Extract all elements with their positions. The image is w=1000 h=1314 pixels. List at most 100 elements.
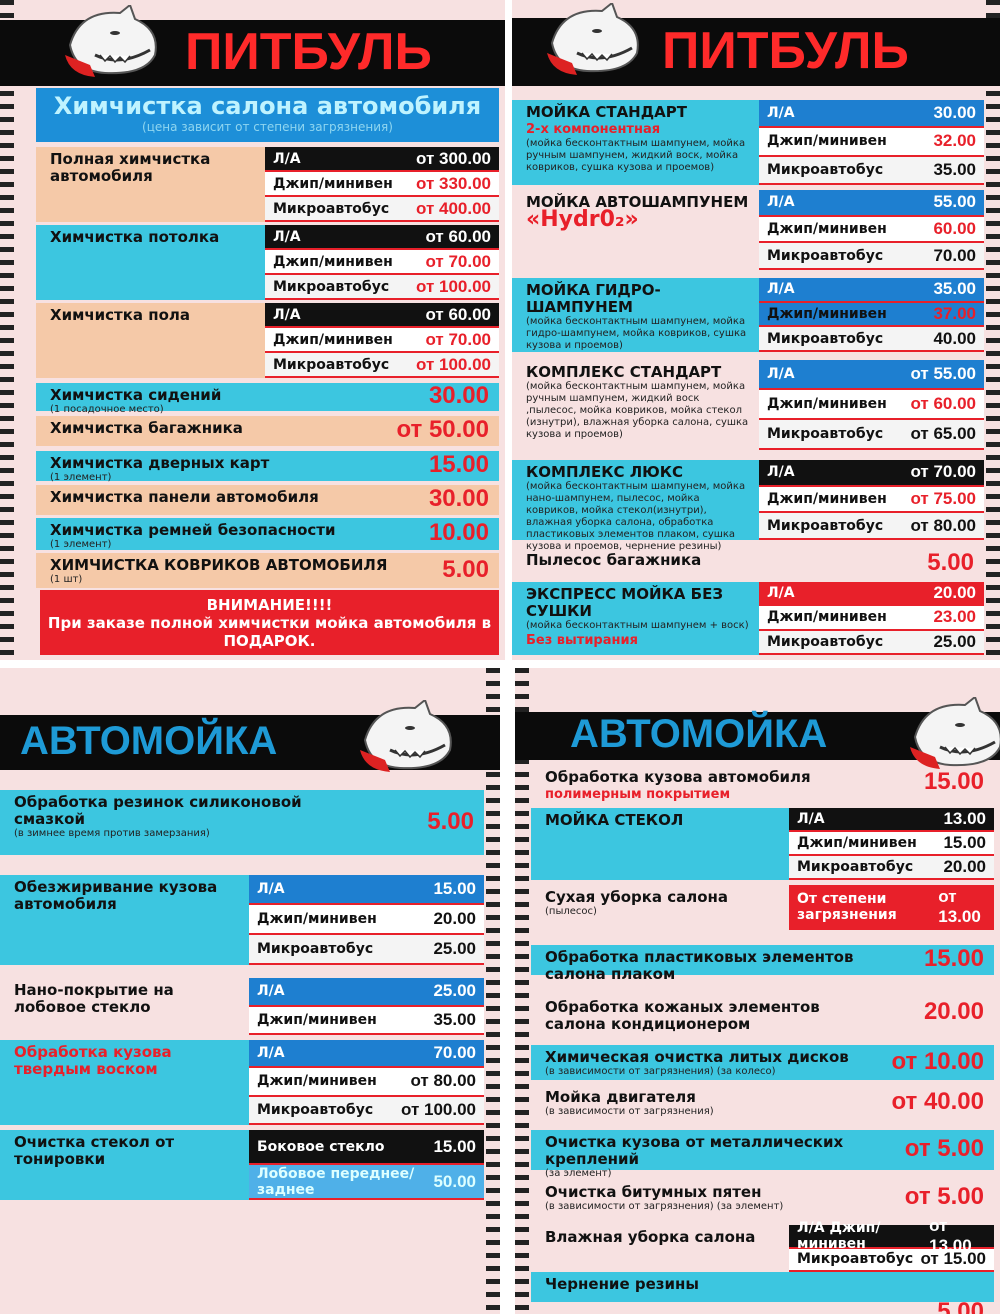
price-value: от 70.00: [425, 251, 491, 271]
service-name: Очистка битумных пятен: [545, 1183, 762, 1201]
price-value: 25.00: [433, 981, 476, 1001]
price-category: Микроавтобус: [767, 247, 884, 264]
service-name: Обработка кузова автомобиля: [545, 768, 811, 786]
section-note: (цена зависит от степени загрязнения): [142, 120, 393, 134]
price-value: от 70.00: [910, 462, 976, 482]
price-row: Микроавтобус от 65.00: [759, 420, 984, 450]
service-name: Химчистка багажника: [50, 419, 243, 437]
service-name: Обезжиривание кузова автомобиля: [14, 878, 218, 913]
service-name: ХИМЧИСТКА КОВРИКОВ АВТОМОБИЛЯ: [50, 556, 388, 574]
service-name: Химическая очистка литых дисков: [545, 1048, 849, 1066]
price-row: От степени загрязнения от 13.00: [789, 885, 994, 930]
notice-title: ВНИМАНИЕ!!!!: [206, 596, 333, 614]
service-name-block: Пылесос багажника: [526, 552, 701, 569]
price-value: от 55.00: [910, 364, 976, 383]
price-row: Л/А от 300.00: [265, 147, 499, 172]
price: от 5.00: [904, 1182, 984, 1210]
price-value: от 75.00: [910, 488, 976, 508]
service-subtitle: полимерным покрытием: [545, 787, 731, 802]
spiral-binding: [515, 668, 529, 1314]
price-value: от 100.00: [415, 276, 491, 296]
spiral-binding: [0, 0, 14, 660]
service-name: МОЙКА АВТОШАМПУНЕМ: [526, 193, 749, 211]
price-category: От степени загрязнения: [797, 890, 897, 923]
service-row: МОЙКА ГИДРО-ШАМПУНЕМ (мойка бесконтактным…: [512, 278, 984, 352]
service-name: Химчистка сидений: [50, 386, 222, 404]
service-name-block: Обработка кожаных элементов салона конди…: [545, 999, 880, 1033]
service-name-block: МОЙКА АВТОШАМПУНЕМ «Hydr0₂»: [526, 193, 749, 232]
service-row: Обработка пластиковых элементов салона п…: [531, 945, 994, 983]
price-category: Л/А: [767, 194, 795, 211]
price-category: Л/А: [767, 105, 795, 122]
price-category: Джип/минивен: [257, 1011, 377, 1028]
price: 5.00: [427, 807, 474, 835]
service-row: КОМПЛЕКС СТАНДАРТ (мойка бесконтактным ша…: [512, 360, 984, 450]
price-row: Л/А от 60.00: [265, 225, 499, 250]
price-value: от 80.00: [910, 515, 976, 535]
price-value: 23.00: [933, 607, 976, 627]
pitbull-logo-icon: [345, 698, 465, 779]
service-name: Чернение резины: [545, 1275, 699, 1293]
price-category: Микроавтобус: [767, 633, 884, 650]
price-value: 55.00: [933, 192, 976, 212]
service-name-block: Сухая уборка салона (пылесос): [545, 889, 728, 918]
price-category: Л/А: [257, 983, 285, 1000]
service-name: ЭКСПРЕСС МОЙКА БЕЗ СУШКИ: [526, 585, 723, 620]
service-note: (мойка бесконтактным шампунем, мойка руч…: [526, 381, 749, 440]
price: 15.00: [923, 767, 984, 795]
price-value: 32.00: [933, 131, 976, 151]
price-value: от 13.00: [929, 1215, 972, 1255]
service-subtitle: 2-х компонентная: [526, 122, 661, 137]
price-category: Джип/минивен: [767, 490, 887, 507]
price-category: Микроавтобус: [273, 200, 390, 217]
price-value: 30.00: [933, 103, 976, 123]
price-row: Джип/минивен от 70.00: [265, 250, 499, 275]
service-note: (мойка бесконтактным шампунем, мойка руч…: [526, 138, 746, 173]
price-category: Л/А: [797, 811, 825, 827]
brand-title: ПИТБУЛЬ: [185, 22, 432, 81]
service-note: (1 элемент): [50, 472, 112, 483]
menu-page: АВТОМОЙКА Обработка резинок силиконовой с…: [0, 668, 500, 1314]
price: 30.00: [428, 485, 489, 512]
service-note: (1 шт): [50, 574, 83, 585]
price-category: Джип/минивен: [767, 133, 887, 150]
price-value: 40.00: [933, 328, 976, 348]
price: 30.00: [428, 382, 489, 409]
service-note: (в зависимости от загрязнения) (за элеме…: [545, 1201, 784, 1212]
price-row: Л/А от 60.00: [265, 303, 499, 328]
price: 15.00: [923, 945, 984, 972]
price-row: Микроавтобус 40.00: [759, 327, 984, 352]
price-table: Л/А 35.00 Джип/минивен 37.00 Микроавтобус 40.…: [759, 278, 984, 352]
service-subtitle: «Hydr0₂»: [526, 207, 639, 232]
service-name: Пылесос багажника: [526, 551, 702, 569]
price-category: Микроавтобус: [257, 1101, 374, 1118]
price-category: Л/А: [273, 306, 301, 323]
service-note: (в зависимости от загрязнения): [545, 1106, 714, 1117]
price-row: Л/А Джип/минивен от 13.00: [789, 1216, 994, 1255]
service-name: МОЙКА ГИДРО-ШАМПУНЕМ: [526, 281, 661, 316]
service-name-block: Обработка резинок силиконовой смазкой (в …: [14, 794, 364, 840]
price: от 10.00: [891, 1047, 984, 1075]
price-category: Микроавтобус: [767, 517, 884, 534]
price-value: от 100.00: [400, 1099, 476, 1119]
service-row: Чернение резины 5.00: [531, 1272, 994, 1314]
price-category: Джип/минивен: [767, 305, 887, 322]
price-row: Л/А 55.00: [759, 190, 984, 217]
price-table: Л/А 55.00 Джип/минивен 60.00 Микроавтобус 70.…: [759, 190, 984, 270]
price-row: Джип/минивен 32.00: [759, 128, 984, 157]
price-value: 35.00: [933, 279, 976, 299]
price-table: Л/А 20.00 Джип/минивен 23.00 Микроавтобус 25.…: [759, 582, 984, 655]
price-category: Джип/минивен: [273, 253, 393, 270]
price: 20.00: [923, 997, 984, 1025]
brand-title: АВТОМОЙКА: [570, 712, 828, 756]
service-row: Обезжиривание кузова автомобиля Л/А 15.00 Д…: [0, 875, 484, 965]
service-row: Химчистка сидений (1 посадочное место) 30.…: [36, 382, 499, 415]
service-name: КОМПЛЕКС СТАНДАРТ: [526, 363, 722, 381]
service-row: ХИМЧИСТКА КОВРИКОВ АВТОМОБИЛЯ (1 шт) 5.00: [36, 553, 499, 588]
price: от 40.00: [891, 1087, 984, 1115]
service-row: Химчистка панели автомобиля 30.00: [36, 485, 499, 515]
service-name: Химчистка пола: [50, 306, 191, 324]
price-value: 37.00: [933, 303, 976, 323]
price-category: Джип/минивен: [767, 220, 887, 237]
price-category: Джип/минивен: [257, 1073, 377, 1090]
